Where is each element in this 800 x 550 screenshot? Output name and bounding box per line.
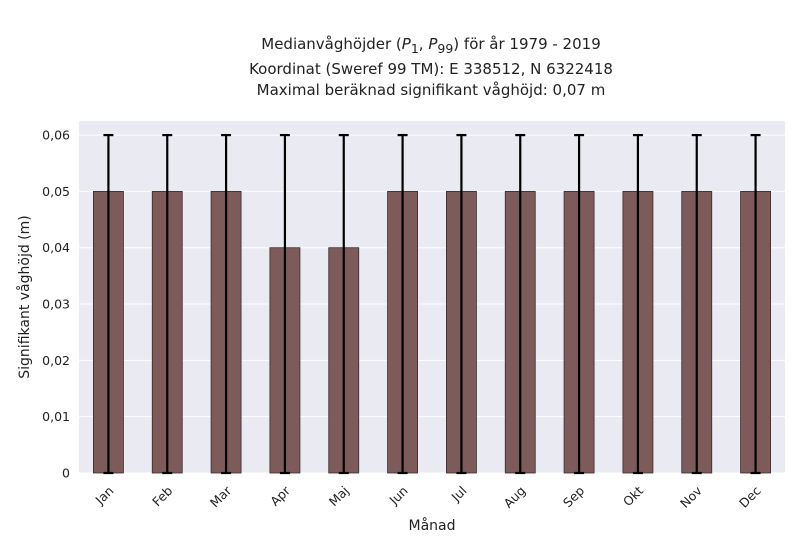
error-bar-maj bbox=[338, 133, 349, 475]
error-bar-dec bbox=[750, 133, 761, 475]
y-tick-label: 0,06 bbox=[42, 128, 70, 143]
error-bar-jan bbox=[103, 133, 114, 475]
error-bar-nov bbox=[691, 133, 702, 475]
x-tick-label-jul: Jul bbox=[448, 483, 470, 505]
title-p-high-sub: 99 bbox=[437, 41, 454, 56]
x-tick-label-okt: Okt bbox=[620, 483, 646, 509]
error-bar-okt bbox=[632, 133, 643, 475]
title-p-low: P bbox=[401, 35, 411, 53]
x-tick-label-jan: Jan bbox=[92, 483, 117, 508]
title-prefix: Medianvåghöjder ( bbox=[261, 35, 402, 53]
error-bar-sep bbox=[574, 133, 585, 475]
x-tick-labels: Jan Feb Mar Apr Maj Jun Jul Aug Sep Okt Nov Dec bbox=[92, 482, 764, 510]
y-tick-label: 0,05 bbox=[42, 184, 70, 199]
y-tick-label: 0,02 bbox=[42, 353, 70, 368]
x-tick-label-sep: Sep bbox=[560, 483, 587, 510]
x-tick-label-maj: Maj bbox=[326, 483, 352, 509]
plot-area bbox=[79, 121, 785, 473]
chart-title-line-3: Maximal beräknad signifikant våghöjd: 0,… bbox=[256, 81, 606, 99]
x-tick-label-feb: Feb bbox=[149, 483, 175, 509]
error-bar-feb bbox=[162, 133, 173, 475]
y-tick-labels: 0 0,01 0,02 0,03 0,04 0,05 0,06 bbox=[42, 128, 70, 481]
x-tick-label-dec: Dec bbox=[736, 483, 764, 511]
x-tick-label-aug: Aug bbox=[500, 483, 528, 511]
error-bars bbox=[103, 133, 761, 475]
x-axis-label: Månad bbox=[409, 517, 456, 534]
error-bar-jul bbox=[456, 133, 467, 475]
error-bar-aug bbox=[515, 133, 526, 475]
y-axis-label: Signifikant våghöjd (m) bbox=[16, 215, 33, 378]
x-tick-label-nov: Nov bbox=[677, 483, 705, 511]
x-tick-label-mar: Mar bbox=[207, 482, 235, 510]
chart-title-line-2: Koordinat (Sweref 99 TM): E 338512, N 63… bbox=[249, 60, 613, 78]
error-bar-mar bbox=[221, 133, 232, 475]
title-suffix: ) för år 1979 - 2019 bbox=[453, 35, 601, 53]
error-bar-jun bbox=[397, 133, 408, 475]
title-p-low-sub: 1 bbox=[410, 41, 419, 56]
title-sep: , bbox=[418, 35, 429, 53]
y-tick-label: 0,01 bbox=[42, 409, 70, 424]
title-p-high: P bbox=[428, 35, 438, 53]
grid-lines bbox=[79, 134, 785, 474]
chart-title: Medianvåghöjder (P1, P99) för år 1979 - … bbox=[0, 34, 800, 101]
x-tick-label-apr: Apr bbox=[267, 482, 294, 509]
y-tick-label: 0 bbox=[62, 466, 70, 481]
x-tick-label-jun: Jun bbox=[386, 483, 411, 508]
y-tick-label: 0,03 bbox=[42, 297, 70, 312]
chart-title-line-1: Medianvåghöjder (P1, P99) för år 1979 - … bbox=[0, 34, 800, 59]
error-bar-apr bbox=[279, 133, 290, 475]
y-tick-label: 0,04 bbox=[42, 240, 70, 255]
